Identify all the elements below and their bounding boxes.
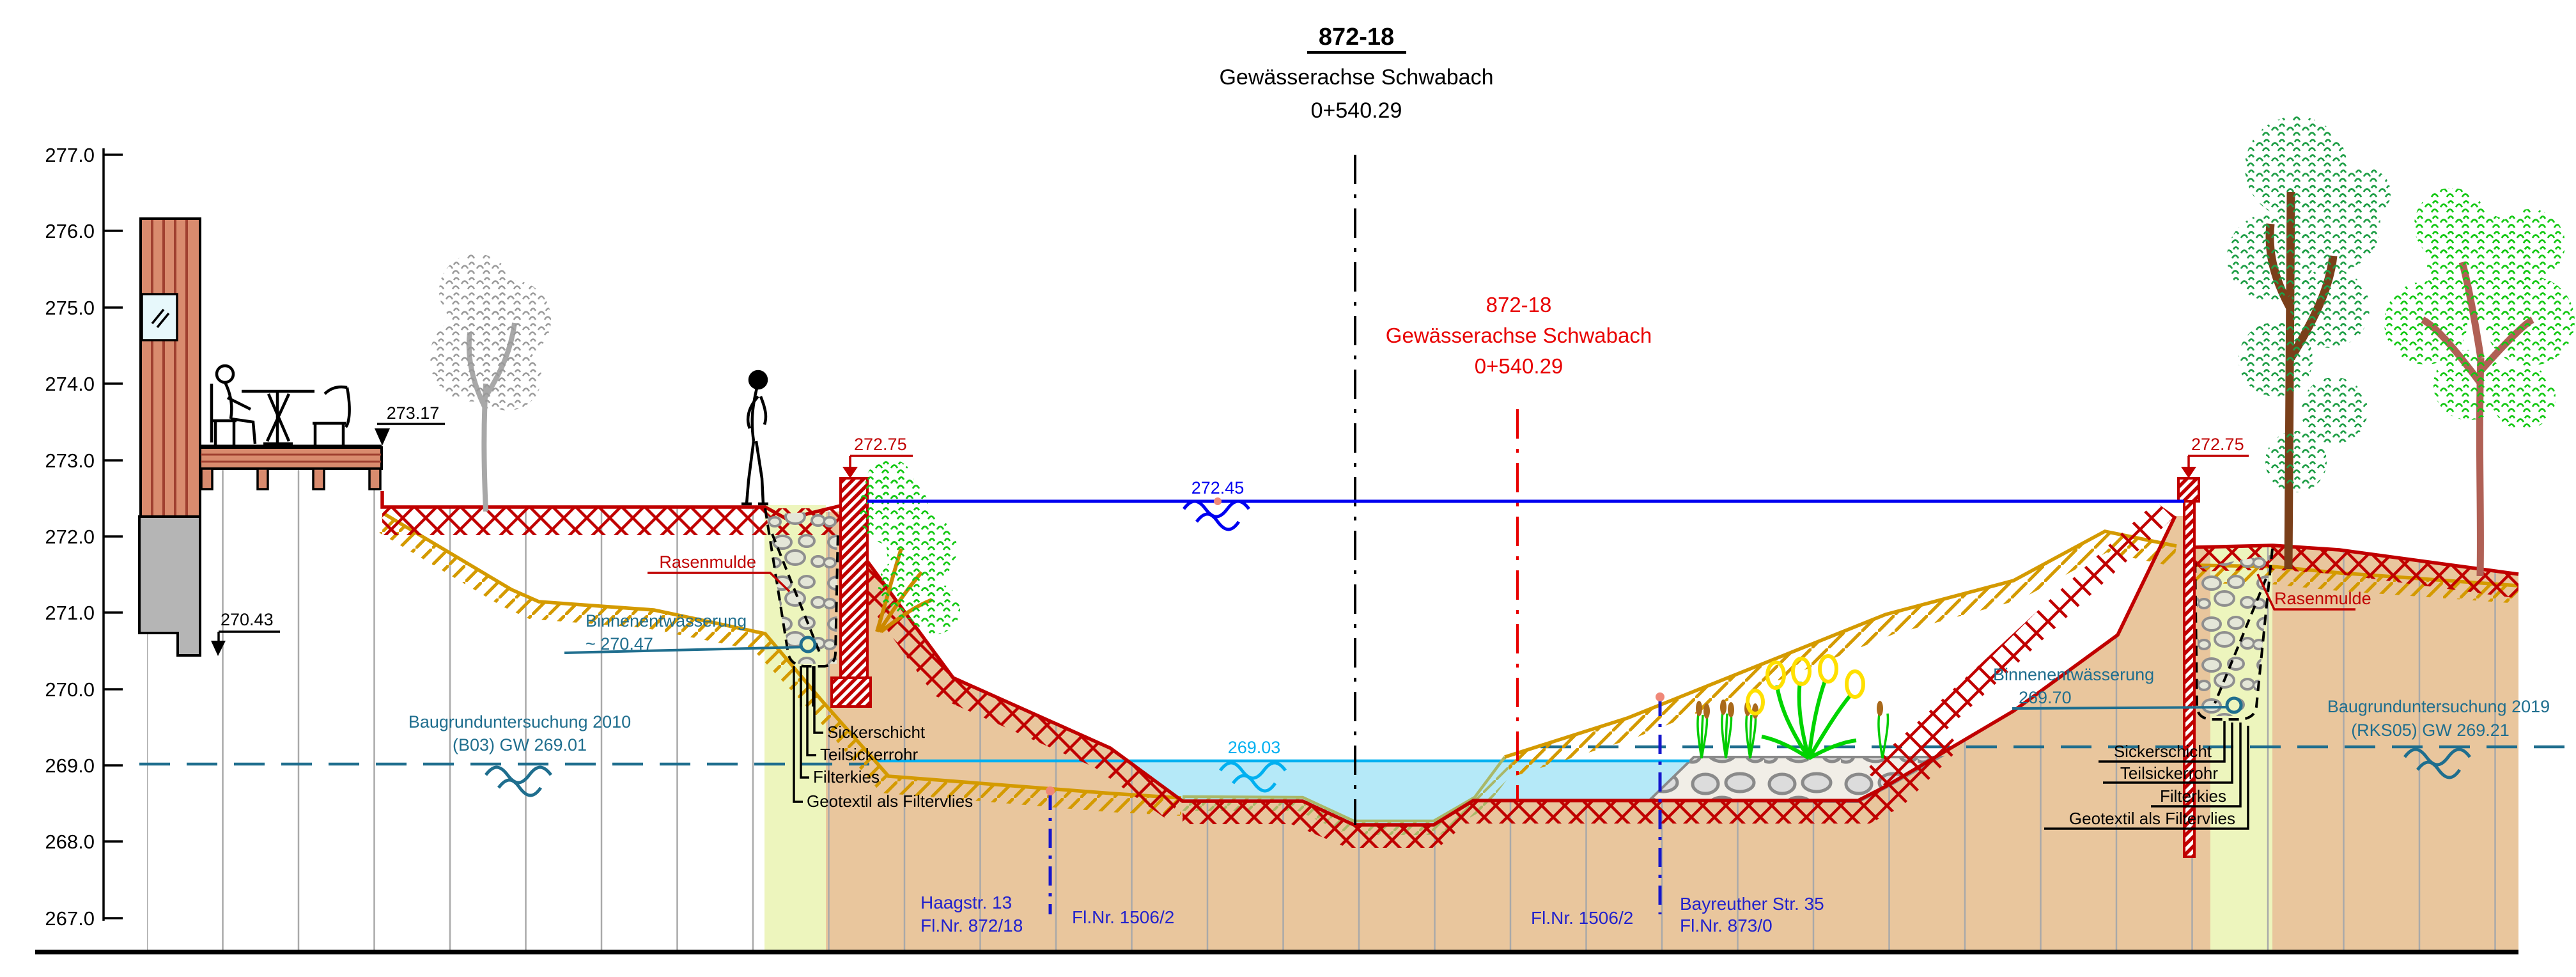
swale-left bbox=[764, 508, 839, 707]
foundation bbox=[138, 515, 201, 657]
window-glass-icon bbox=[151, 308, 170, 329]
building bbox=[138, 217, 201, 657]
gw-2010-label: Baugrunduntersuchung 2010 (B03) GW 269.0… bbox=[408, 712, 631, 797]
svg-text:272.75: 272.75 bbox=[2191, 435, 2244, 454]
foundation-level-annotation: 270.43 bbox=[211, 610, 280, 656]
drain-pipe-right-icon bbox=[2225, 696, 2243, 714]
axis-label: 271.0 bbox=[45, 602, 95, 624]
axis-label: 270.0 bbox=[45, 678, 95, 701]
axis-label: 268.0 bbox=[45, 831, 95, 853]
property-boundaries bbox=[1046, 692, 1664, 914]
svg-text:Teilsickerrohr: Teilsickerrohr bbox=[2120, 763, 2218, 783]
cutoff-wall-left bbox=[830, 477, 872, 708]
standing-person bbox=[741, 370, 768, 506]
elevation-axis bbox=[102, 148, 123, 921]
parcel-labels: Haagstr. 13 Fl.Nr. 872/18 Fl.Nr. 1506/2 … bbox=[920, 893, 1824, 935]
title-axis-name: Gewässerachse Schwabach bbox=[1219, 65, 1493, 90]
water-symbol-icon bbox=[485, 765, 552, 797]
parcel-number: Fl.Nr. 1506/2 bbox=[1531, 908, 1633, 928]
layer-labels-right: Sickerschicht Teilsickerrohr Filterkies … bbox=[2044, 721, 2249, 830]
svg-text:270.43: 270.43 bbox=[221, 610, 274, 629]
axis-label: 272.0 bbox=[45, 526, 95, 548]
svg-text:269.70: 269.70 bbox=[2019, 688, 2072, 707]
axis-label: 276.0 bbox=[45, 220, 95, 242]
svg-text:Geotextil als Filtervlies: Geotextil als Filtervlies bbox=[2069, 809, 2235, 828]
drainage-right-label: Binnenentwässerung 269.70 bbox=[1993, 665, 2228, 710]
parcel-number: Fl.Nr. 1506/2 bbox=[1072, 907, 1174, 927]
parcel-number: Fl.Nr. 872/18 bbox=[920, 916, 1023, 935]
svg-text:(RKS05) GW 269.21: (RKS05) GW 269.21 bbox=[2351, 721, 2510, 740]
water-symbol-icon bbox=[1219, 761, 1287, 793]
channel-water-fill bbox=[1126, 761, 1689, 825]
axis-label: 275.0 bbox=[45, 297, 95, 319]
stream-axis-id: 872-18 bbox=[1486, 293, 1552, 317]
upper-water-level bbox=[867, 497, 2184, 505]
axis-label: 277.0 bbox=[45, 144, 95, 166]
wall-left-level-annotation: 272.75 bbox=[842, 435, 913, 478]
layer-labels-left: Sickerschicht Teilsickerrohr Filterkies … bbox=[793, 666, 973, 811]
swale-right bbox=[2194, 548, 2274, 721]
terrace-deck bbox=[199, 444, 383, 490]
svg-text:Geotextil als Filtervlies: Geotextil als Filtervlies bbox=[807, 792, 973, 811]
drain-pipe-left-icon bbox=[799, 636, 817, 653]
cutoff-wall-right bbox=[2177, 477, 2200, 858]
svg-text:272.45: 272.45 bbox=[1191, 478, 1245, 497]
design-surface-lines bbox=[380, 491, 2519, 848]
svg-text:Sickerschicht: Sickerschicht bbox=[827, 723, 926, 742]
axis-label: 273.0 bbox=[45, 449, 95, 472]
parcel-number: Fl.Nr. 873/0 bbox=[1680, 916, 1773, 935]
svg-text:269.03: 269.03 bbox=[1228, 738, 1281, 757]
soil-fill bbox=[826, 512, 2518, 951]
tree-right-2 bbox=[2384, 188, 2575, 577]
svg-text:273.17: 273.17 bbox=[387, 403, 440, 423]
wall-right-level-annotation: 272.75 bbox=[2181, 435, 2249, 478]
swale-right-label: Rasenmulde bbox=[2256, 574, 2371, 611]
deck-level-annotation: 273.17 bbox=[375, 403, 445, 446]
svg-text:Binnenentwässerung: Binnenentwässerung bbox=[1993, 665, 2154, 684]
swale-left-label: Rasenmulde bbox=[648, 552, 791, 593]
table bbox=[242, 389, 314, 446]
stream-axis-name: Gewässerachse Schwabach bbox=[1386, 324, 1652, 347]
stream-axis-labels: 872-18 Gewässerachse Schwabach 0+540.29 bbox=[1386, 293, 1652, 378]
water-symbol-icon bbox=[2403, 747, 2471, 779]
elevation-axis-labels: 277.0 276.0 275.0 274.0 273.0 272.0 271.… bbox=[45, 144, 95, 930]
svg-text:Filterkies: Filterkies bbox=[813, 767, 880, 786]
svg-text:Baugrunduntersuchung 2019: Baugrunduntersuchung 2019 bbox=[2327, 697, 2550, 716]
axis-label: 274.0 bbox=[45, 373, 95, 395]
gw-2019-label: Baugrunduntersuchung 2019 (RKS05) GW 269… bbox=[2327, 697, 2550, 779]
people-at-table bbox=[210, 364, 351, 446]
stream-axis-station: 0+540.29 bbox=[1475, 354, 1563, 378]
svg-text:Rasenmulde: Rasenmulde bbox=[2274, 589, 2371, 608]
page-title: 872-18 bbox=[1319, 24, 1394, 51]
water-symbol-icon bbox=[1183, 499, 1250, 531]
svg-text:(B03) GW 269.01: (B03) GW 269.01 bbox=[453, 735, 587, 754]
upper-water-annotation: 272.45 bbox=[1183, 478, 1250, 531]
bush-left-wall bbox=[858, 459, 960, 634]
parcel-street: Haagstr. 13 bbox=[920, 893, 1012, 912]
svg-text:272.75: 272.75 bbox=[854, 435, 907, 454]
svg-text:Teilsickerrohr: Teilsickerrohr bbox=[820, 745, 918, 764]
svg-text:Rasenmulde: Rasenmulde bbox=[659, 552, 756, 572]
title-block: 872-18 Gewässerachse Schwabach 0+540.29 bbox=[1219, 24, 1493, 123]
axis-label: 269.0 bbox=[45, 754, 95, 777]
reed-plants bbox=[1696, 654, 1889, 760]
svg-text:Filterkies: Filterkies bbox=[2160, 786, 2226, 806]
svg-text:Binnenentwässerung: Binnenentwässerung bbox=[586, 611, 747, 630]
drainage-left-label: Binnenentwässerung ~ 270.47 bbox=[564, 611, 803, 654]
svg-text:Baugrunduntersuchung 2010: Baugrunduntersuchung 2010 bbox=[408, 712, 631, 731]
channel-water-annotation: 269.03 bbox=[1219, 738, 1287, 793]
window bbox=[141, 293, 178, 341]
title-station: 0+540.29 bbox=[1311, 98, 1402, 123]
svg-text:Sickerschicht: Sickerschicht bbox=[2114, 742, 2212, 761]
tree-right-1 bbox=[2227, 116, 2391, 570]
tree-gray bbox=[430, 254, 551, 512]
parcel-street: Bayreuther Str. 35 bbox=[1680, 894, 1824, 914]
subgrade-lines bbox=[376, 512, 2519, 835]
chair bbox=[313, 385, 351, 445]
axis-label: 267.0 bbox=[45, 907, 95, 930]
